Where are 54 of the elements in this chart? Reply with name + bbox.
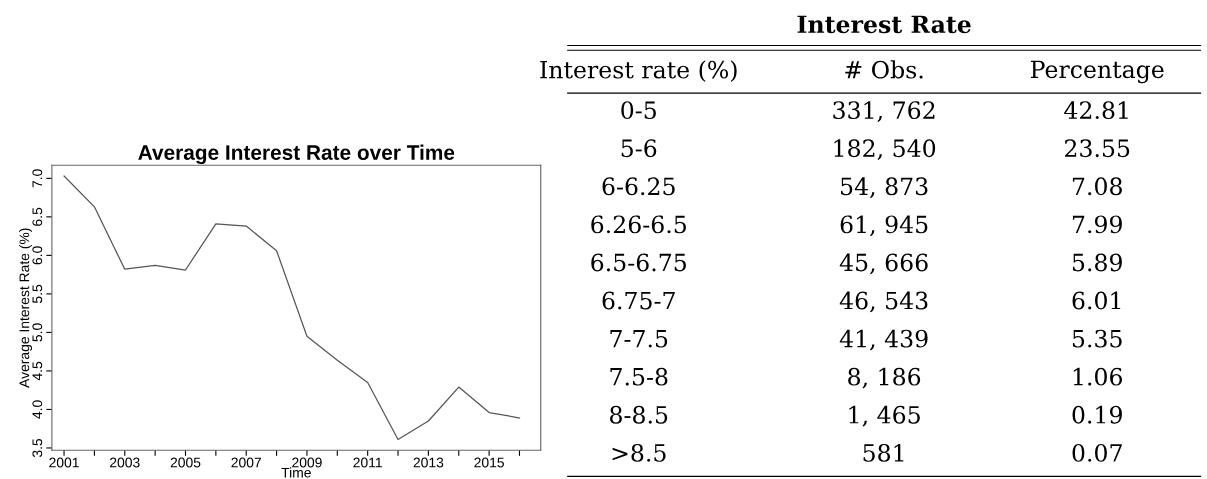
text: 6-6.25 — [602, 177, 675, 196]
text: 6.26-6.5 — [591, 215, 686, 234]
text: 61, 945 — [840, 215, 928, 237]
text: Interest Rate — [797, 15, 971, 34]
y-tick-label: 3.5 — [32, 438, 43, 458]
text: 6.5-6.75 — [591, 253, 686, 272]
text: 6.75-7 — [602, 291, 675, 310]
text: # Obs. — [845, 60, 923, 79]
text: 0.19 — [1072, 405, 1122, 424]
text: 23.55 — [1065, 139, 1130, 158]
x-tick-label: 2007 — [231, 457, 261, 468]
text: 42.81 — [1064, 101, 1128, 120]
text: 5-6 — [621, 139, 657, 158]
text: 182, 540 — [834, 139, 936, 161]
text: 1, 465 — [849, 405, 920, 427]
x-tick-label: 2003 — [110, 457, 140, 468]
x-tick-label: 2009 — [292, 457, 322, 468]
text: 1.06 — [1073, 367, 1123, 386]
y-tick-label: 7.0 — [32, 169, 43, 188]
x-axis-title: Time — [281, 467, 311, 478]
text: 45, 666 — [839, 253, 928, 275]
text: 8-8.5 — [610, 405, 668, 424]
text: Interest rate (%) — [540, 60, 737, 82]
text: 46, 543 — [839, 291, 928, 313]
text: 7-7.5 — [610, 329, 668, 348]
text: Percentage — [1030, 60, 1164, 84]
y-axis-title: Average Interest Rate (%) — [19, 228, 33, 388]
text: 331, 762 — [833, 101, 935, 122]
y-tick-label: 5.5 — [32, 284, 43, 303]
y-tick-label: 4.5 — [32, 361, 43, 381]
text: 41, 439 — [839, 329, 928, 351]
x-tick-label: 2015 — [474, 457, 504, 468]
text: 5.89 — [1072, 253, 1122, 272]
y-tick-label: 5.0 — [32, 323, 43, 342]
text: 6.01 — [1072, 291, 1121, 310]
x-tick-label: 2005 — [170, 457, 201, 468]
text: 581 — [863, 443, 904, 462]
line-series — [63, 175, 521, 441]
y-tick-label: 4.0 — [32, 400, 43, 419]
text: 7.08 — [1072, 177, 1122, 196]
text: 7.99 — [1072, 215, 1122, 234]
text: 8, 186 — [848, 367, 921, 389]
y-tick-label: 6.0 — [32, 246, 43, 265]
text: 5.35 — [1072, 329, 1122, 348]
text: 54, 873 — [841, 177, 928, 199]
text: >8.5 — [612, 443, 666, 462]
chart-title: Average Interest Rate over Time — [138, 144, 455, 165]
x-tick-label: 2013 — [413, 457, 444, 468]
x-tick-label: 2011 — [353, 457, 382, 468]
x-tick-label: 2001 — [49, 457, 79, 468]
text: 0-5 — [621, 101, 656, 120]
text: 7.5-8 — [610, 367, 668, 386]
text: 0.07 — [1072, 443, 1122, 462]
y-tick-label: 6.5 — [32, 207, 43, 226]
